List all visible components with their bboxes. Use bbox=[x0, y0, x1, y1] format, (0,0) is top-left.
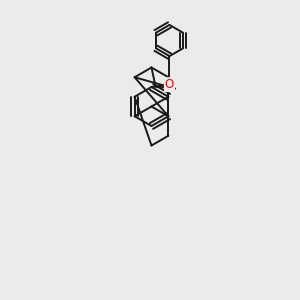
Text: O: O bbox=[165, 78, 174, 91]
